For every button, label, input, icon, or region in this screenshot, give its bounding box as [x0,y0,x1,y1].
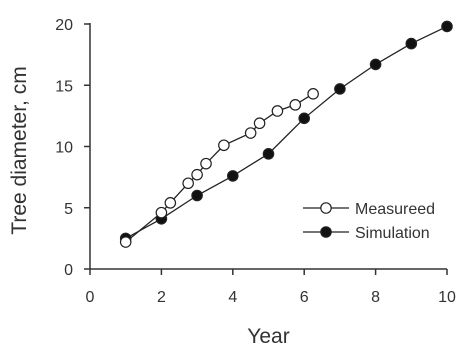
simulation-point [191,189,203,202]
legend-label: Simulation [355,225,430,242]
simulation-point [262,148,275,160]
simulation-point [298,112,310,125]
x-tick-label: 0 [86,289,95,306]
y-tick-label: 15 [55,78,73,95]
legend-label: Measureed [355,201,435,218]
x-tick-label: 4 [228,289,237,306]
measured-point [244,127,257,139]
measured-point [253,117,266,130]
y-tick-label: 10 [55,140,73,157]
simulation-point [405,37,418,50]
legend-marker [320,202,332,214]
x-tick-label: 8 [371,289,380,306]
simulation-point [441,20,453,33]
y-tick-label: 20 [55,17,73,34]
measured-point [164,197,177,209]
measured-point [200,157,212,170]
measured-point [119,236,132,248]
measured-point [289,99,302,111]
y-tick-label: 0 [64,262,73,279]
series-layer [119,20,453,248]
measured-point [182,177,194,190]
simulation-point [369,58,382,71]
simulation-point [227,170,239,182]
legend: Measureed Simulation [303,201,435,242]
simulation-point [334,83,346,95]
x-axis-label: Year [247,325,289,348]
measured-point [307,88,319,100]
measured-point [218,139,230,152]
x-tick-label: 6 [300,289,309,306]
axes: 0 2 4 6 8 10 0 5 10 15 20 [55,17,456,306]
legend-marker [320,226,332,238]
y-axis-label: Tree diameter, cm [8,66,31,234]
measured-point [271,105,284,117]
y-tick-label: 5 [64,201,73,218]
measured-point [191,168,203,181]
series-line-simulation [125,25,448,239]
series-line-measured [125,93,314,243]
x-tick-label: 10 [438,289,456,306]
x-tick-label: 2 [157,289,166,306]
measured-point [155,206,168,219]
